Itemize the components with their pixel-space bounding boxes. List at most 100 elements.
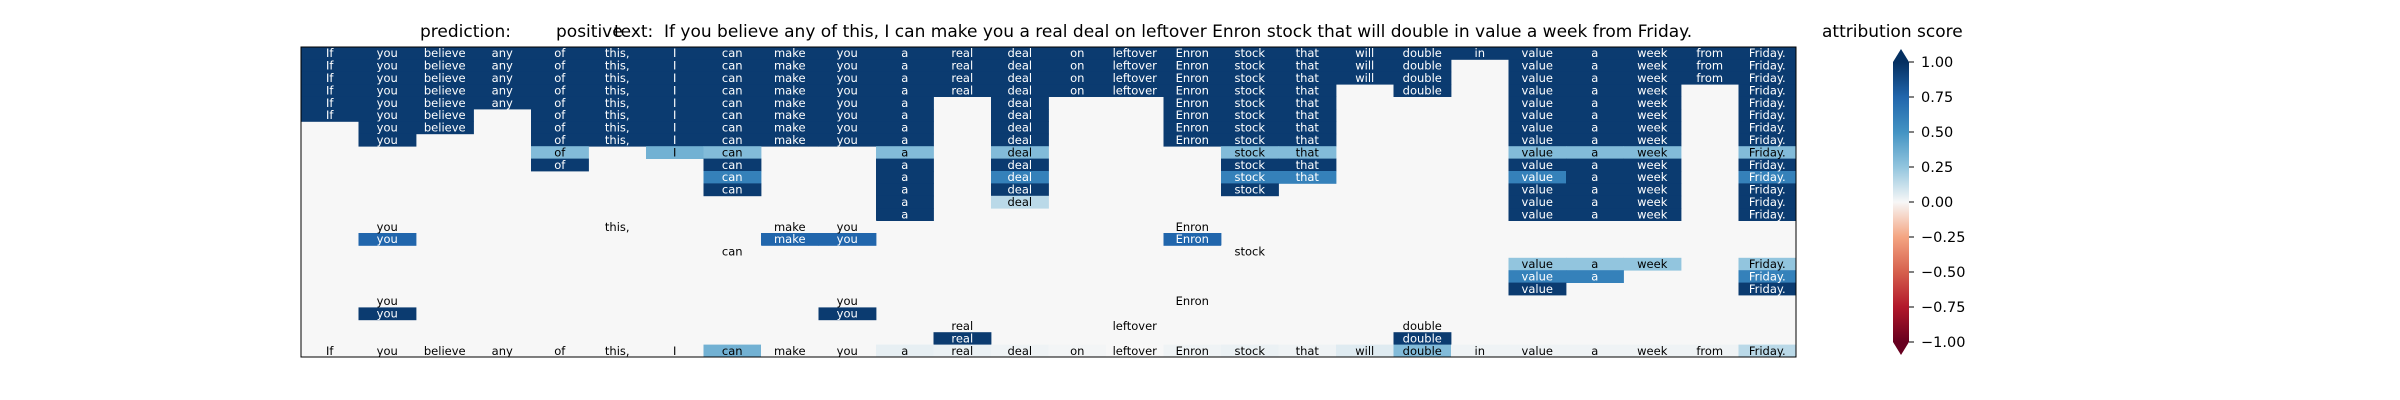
token-label: deal [1007, 71, 1032, 85]
token-label: stock [1234, 71, 1265, 85]
heatmap-cell [1163, 344, 1222, 358]
token-label: value [1522, 71, 1553, 85]
token-label: stock [1234, 133, 1265, 147]
heatmap-cell [1566, 121, 1624, 135]
token-label: I [673, 46, 676, 60]
heatmap-cell [1508, 71, 1567, 85]
token-label: Enron [1176, 71, 1209, 85]
heatmap-cell [1508, 47, 1567, 60]
token-label: you [837, 220, 858, 234]
heatmap-cell [991, 158, 1049, 172]
colorbar-tick-label: −0.50 [1921, 265, 1965, 281]
heatmap-cell [531, 146, 589, 159]
colorbar-tick-label: 0.50 [1921, 125, 1953, 141]
heatmap-cell [1623, 195, 1682, 209]
token-label: any [492, 46, 513, 60]
token-label: Enron [1176, 96, 1209, 110]
colorbar-top-extend [1893, 49, 1909, 62]
token-label: week [1637, 207, 1668, 221]
token-label: can [722, 108, 743, 122]
heatmap-cell [588, 59, 647, 73]
token-label: a [1591, 269, 1598, 283]
heatmap-cell [1738, 109, 1797, 122]
token-label: value [1522, 46, 1553, 60]
token-label: leftover [1113, 46, 1158, 60]
heatmap-cell [1393, 332, 1452, 345]
token-label: value [1522, 183, 1553, 197]
heatmap-cell [1738, 344, 1797, 358]
token-label: Friday. [1749, 183, 1786, 197]
token-label: believe [424, 59, 466, 73]
heatmap-cell [1393, 319, 1452, 333]
token-label: make [774, 121, 806, 135]
heatmap-cell [703, 71, 762, 85]
heatmap-cell [933, 47, 992, 60]
token-label: that [1296, 59, 1320, 73]
heatmap-cell [1681, 47, 1739, 60]
heatmap-cell [358, 233, 417, 246]
heatmap-cell [876, 121, 934, 135]
heatmap-cell [761, 71, 819, 85]
token-label: will [1355, 71, 1374, 85]
heatmap-cell [416, 47, 474, 60]
heatmap-cell [1163, 233, 1222, 246]
token-label: you [377, 232, 398, 246]
token-label: a [1591, 170, 1598, 184]
token-label: you [377, 46, 398, 60]
token-label: that [1296, 170, 1320, 184]
heatmap-cell [416, 109, 474, 122]
token-label: value [1522, 108, 1553, 122]
heatmap-cell [1681, 71, 1739, 85]
heatmap-cell [1623, 133, 1682, 147]
token-label: Friday. [1749, 207, 1786, 221]
token-label: can [722, 344, 743, 358]
heatmap-cell [991, 47, 1049, 60]
token-label: a [1591, 108, 1598, 122]
heatmap-cell [1393, 84, 1452, 97]
token-label: of [554, 83, 566, 97]
token-label: that [1296, 344, 1320, 358]
token-label: you [837, 46, 858, 60]
token-label: on [1070, 59, 1084, 73]
heatmap-cell [818, 295, 877, 308]
heatmap-cell [703, 146, 762, 159]
token-label: week [1637, 133, 1668, 147]
token-label: make [774, 71, 806, 85]
token-label: of [554, 46, 566, 60]
token-label: you [377, 294, 398, 308]
heatmap-cell [301, 47, 359, 60]
heatmap-cell [1623, 96, 1682, 110]
token-label: Friday. [1749, 145, 1786, 159]
heatmap-cell [1623, 47, 1682, 60]
token-label: a [1591, 344, 1598, 358]
token-label: value [1522, 96, 1553, 110]
heatmap-cell [588, 344, 647, 358]
heatmap-cell [1738, 71, 1797, 85]
heatmap-cell [588, 84, 647, 97]
heatmap-cell [1623, 208, 1682, 221]
heatmap-cell [933, 319, 992, 333]
heatmap-cell [876, 146, 934, 159]
token-label: a [1591, 195, 1598, 209]
token-label: real [951, 331, 973, 345]
token-label: value [1522, 121, 1553, 135]
heatmap-cell [416, 71, 474, 85]
token-label: week [1637, 108, 1668, 122]
token-label: this, [605, 133, 630, 147]
token-label: week [1637, 46, 1668, 60]
heatmap-cell [1738, 121, 1797, 135]
token-label: you [377, 133, 398, 147]
token-label: from [1696, 344, 1723, 358]
heatmap-cell [1566, 96, 1624, 110]
token-label: believe [424, 46, 466, 60]
token-label: week [1637, 83, 1668, 97]
heatmap-cell [1566, 84, 1624, 97]
token-label: you [837, 96, 858, 110]
heatmap-cell [1738, 257, 1797, 271]
token-label: that [1296, 145, 1320, 159]
token-label: deal [1007, 145, 1032, 159]
token-label: week [1637, 158, 1668, 172]
heatmap-cell [358, 133, 417, 147]
heatmap-cell [1566, 344, 1624, 358]
